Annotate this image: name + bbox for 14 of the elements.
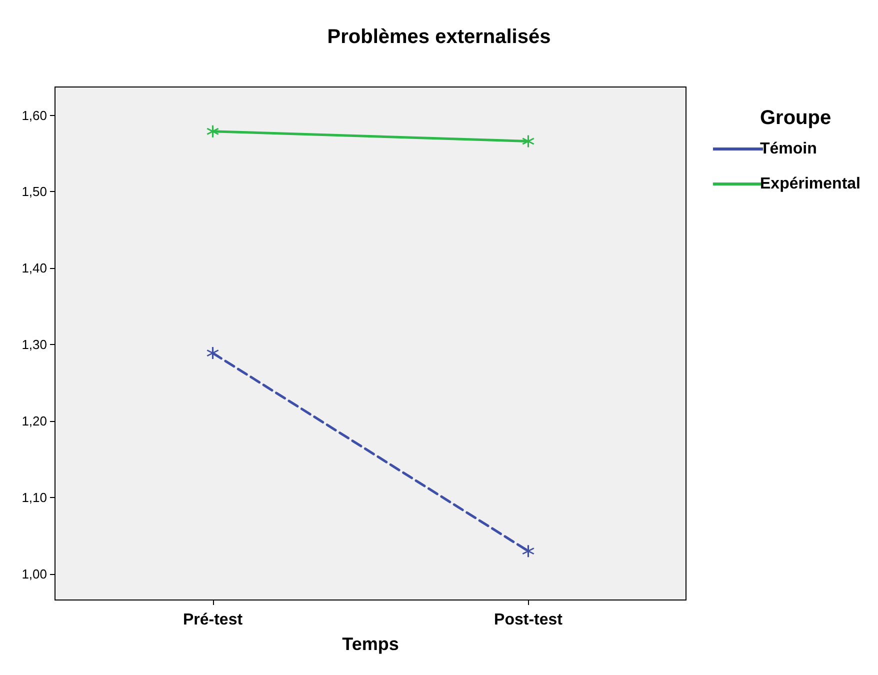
chart-title: Problèmes externalisés xyxy=(327,26,551,48)
legend-title: Groupe xyxy=(760,107,832,129)
x-axis-title: Temps xyxy=(342,634,399,654)
y-tick-label: 1,60 xyxy=(22,108,47,123)
y-tick-label: 1,40 xyxy=(22,260,47,276)
y-tick-label: 1,10 xyxy=(22,490,47,506)
y-tick-label: 1,50 xyxy=(22,184,47,200)
legend-label: Expérimental xyxy=(760,176,860,192)
y-tick-label: 1,00 xyxy=(22,566,47,582)
y-tick-label: 1,20 xyxy=(22,414,47,429)
y-tick-label: 1,30 xyxy=(22,337,47,352)
x-tick-label: Post-test xyxy=(494,612,564,628)
x-tick-label: Pré-test xyxy=(182,612,244,628)
legend-label: Témoin xyxy=(760,140,817,158)
